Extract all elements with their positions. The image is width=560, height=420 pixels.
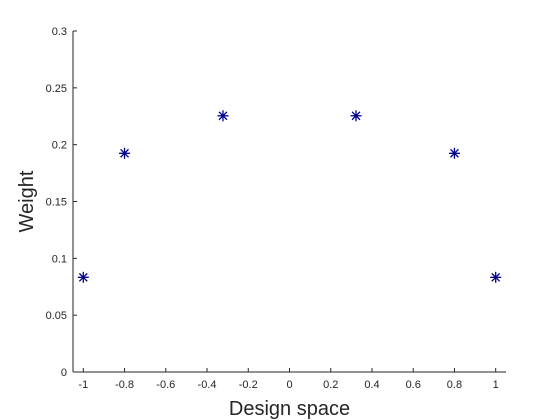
x-tick-label: 0 bbox=[286, 379, 292, 391]
axes bbox=[72, 31, 506, 373]
data-points bbox=[77, 110, 502, 283]
y-tick-label: 0.1 bbox=[52, 253, 67, 265]
x-tick-label: 0.4 bbox=[364, 379, 379, 391]
x-tick-label: -0.8 bbox=[115, 379, 134, 391]
y-tick-label: 0.3 bbox=[52, 26, 67, 38]
data-point bbox=[448, 147, 460, 159]
data-point bbox=[77, 271, 89, 283]
x-tick-label: 0.2 bbox=[323, 379, 338, 391]
y-tick-label: 0.15 bbox=[46, 197, 67, 209]
y-tick-label: 0.25 bbox=[46, 83, 67, 95]
x-tick-label: 0.6 bbox=[406, 379, 421, 391]
x-tick-label: 1 bbox=[493, 379, 499, 391]
data-point bbox=[490, 271, 502, 283]
x-tick-label: -1 bbox=[78, 379, 88, 391]
data-point bbox=[119, 147, 131, 159]
y-tick-label: 0 bbox=[61, 367, 67, 379]
y-ticks: 0 0.05 0.1 0.15 0.2 0.25 0.3 bbox=[46, 26, 77, 379]
x-tick-label: 0.8 bbox=[447, 379, 462, 391]
data-point bbox=[217, 110, 229, 122]
y-axis-label: Weight bbox=[16, 170, 38, 232]
data-point bbox=[350, 110, 362, 122]
y-tick-label: 0.05 bbox=[46, 310, 67, 322]
x-tick-label: -0.4 bbox=[198, 379, 217, 391]
x-tick-label: -0.2 bbox=[239, 379, 258, 391]
y-tick-label: 0.2 bbox=[52, 140, 67, 152]
x-axis-label: Design space bbox=[229, 398, 350, 420]
x-ticks: -1 -0.8 -0.6 -0.4 -0.2 0 0.2 0.4 0.6 0.8 1 bbox=[78, 368, 499, 391]
x-tick-label: -0.6 bbox=[156, 379, 175, 391]
